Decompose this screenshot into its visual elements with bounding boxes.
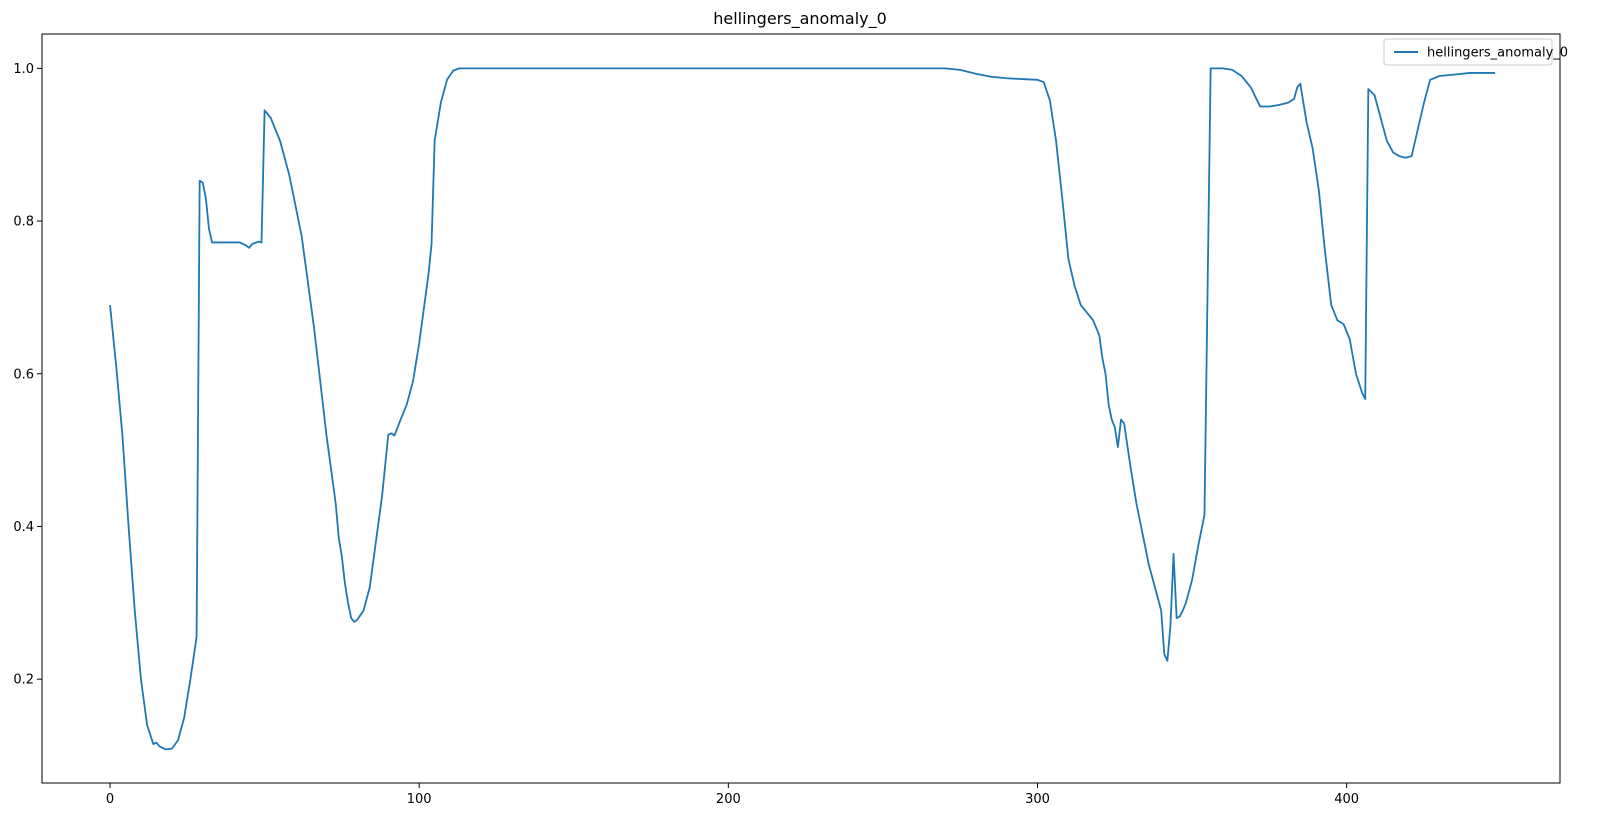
- x-tick-label: 400: [1334, 792, 1359, 807]
- x-tick-label: 300: [1025, 792, 1050, 807]
- x-tick-label: 0: [106, 792, 114, 807]
- legend: hellingers_anomaly_0: [1383, 38, 1568, 66]
- y-tick-label: 0.4: [13, 520, 34, 535]
- legend-box: [1383, 38, 1553, 66]
- y-tick-label: 0.6: [13, 367, 34, 382]
- y-tick-label: 1.0: [13, 62, 34, 77]
- y-tick-label: 0.8: [13, 215, 34, 230]
- plot-series: [109, 67, 1496, 751]
- y-axis: 0.2 0.4 0.6 0.8 1.0: [13, 62, 42, 688]
- x-axis: 0 100 200 300 400: [106, 783, 1359, 807]
- y-tick-label: 0.2: [13, 673, 34, 688]
- chart-title: hellingers_anomaly_0: [713, 9, 887, 29]
- legend-label: hellingers_anomaly_0: [1427, 46, 1568, 61]
- x-tick-label: 200: [716, 792, 741, 807]
- plot-frame: [41, 33, 1561, 784]
- series-line-hellingers_anomaly_0: [109, 67, 1496, 751]
- x-tick-label: 100: [407, 792, 432, 807]
